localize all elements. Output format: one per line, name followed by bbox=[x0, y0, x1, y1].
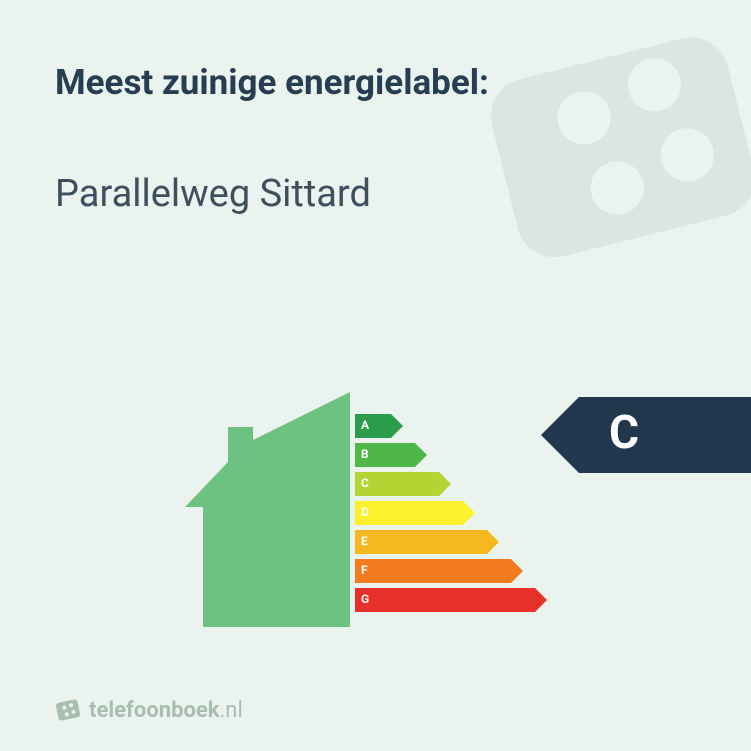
bar-label: A bbox=[361, 418, 369, 432]
brand-name: telefoonboek bbox=[89, 698, 220, 723]
energy-label-chart: A B C D E F G bbox=[185, 392, 585, 627]
page-title: Meest zuinige energielabel: bbox=[55, 62, 489, 103]
brand-text: telefoonboek.nl bbox=[89, 698, 243, 723]
bar-label: G bbox=[361, 592, 369, 606]
brand-suffix: .nl bbox=[220, 698, 243, 723]
brand-icon bbox=[55, 697, 81, 723]
bar-label: D bbox=[361, 505, 369, 519]
bar-label: B bbox=[361, 447, 369, 461]
location-name: Parallelweg Sittard bbox=[55, 172, 371, 216]
rating-letter: C bbox=[609, 406, 639, 460]
footer-brand: telefoonboek.nl bbox=[55, 697, 243, 723]
bar-label: E bbox=[361, 534, 368, 548]
house-icon bbox=[185, 392, 350, 627]
bar-label: C bbox=[361, 476, 369, 490]
watermark-icon bbox=[431, 0, 751, 330]
bar-label: F bbox=[361, 563, 368, 577]
rating-badge: C bbox=[541, 397, 751, 473]
